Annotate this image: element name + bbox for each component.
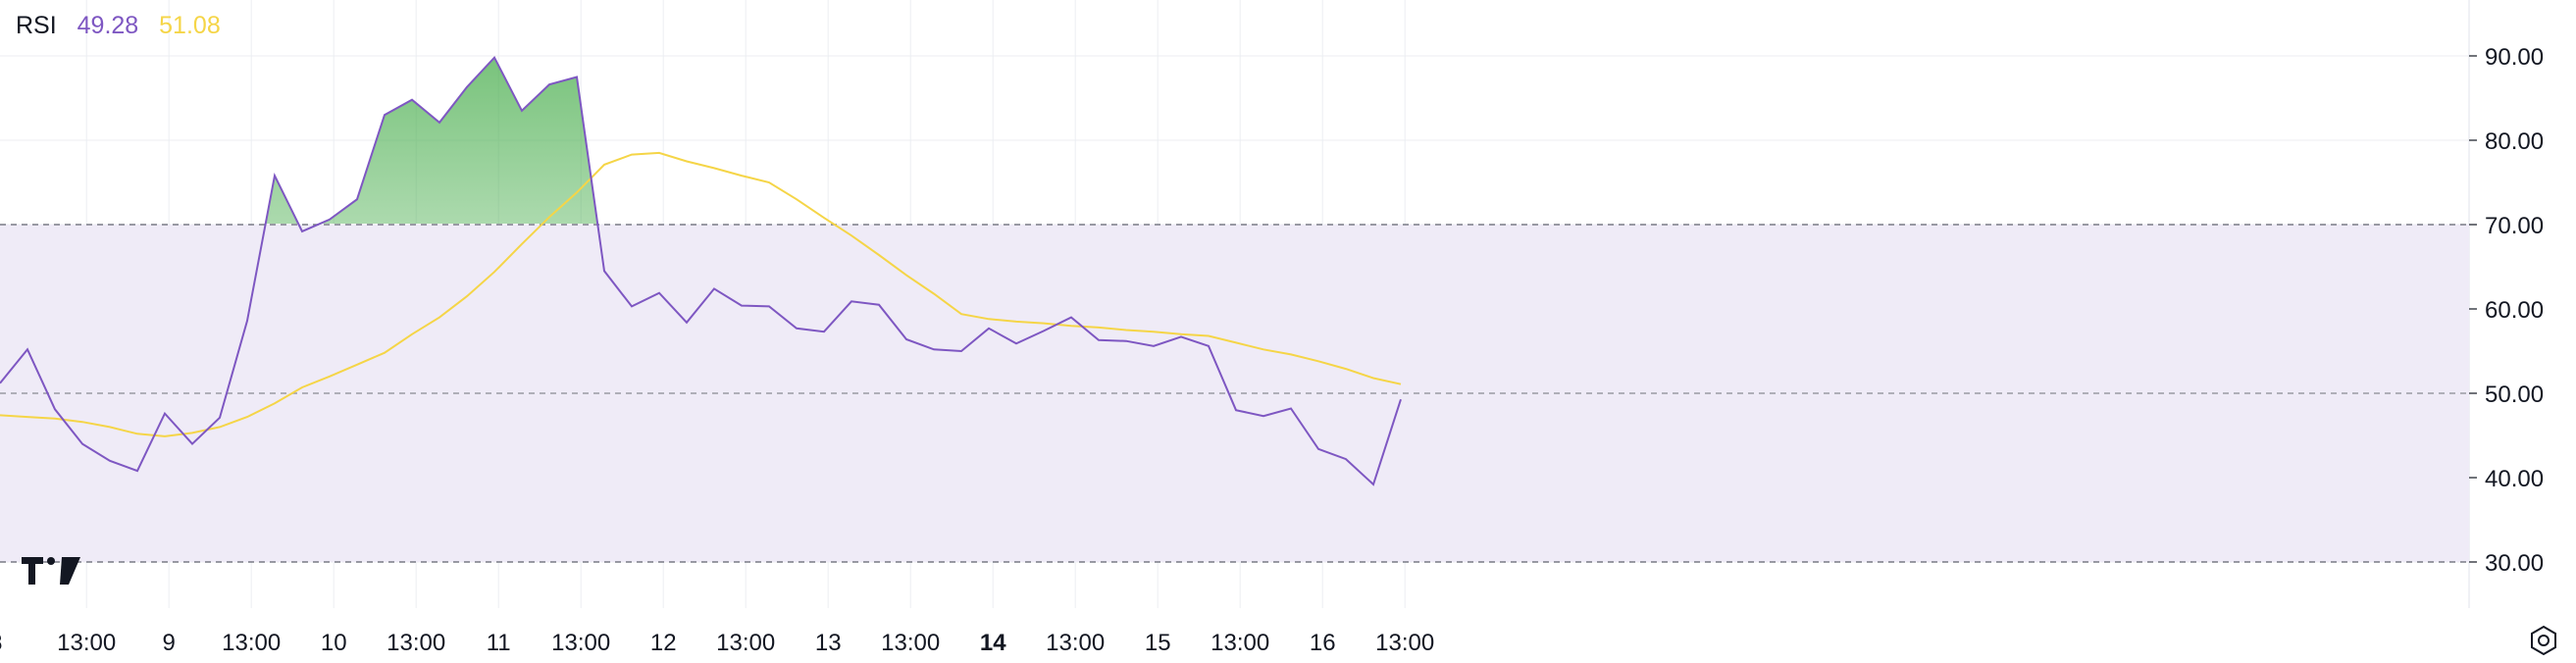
x-tick-label: 13:00 <box>386 630 445 656</box>
y-tick-label: 70.00 <box>2485 213 2544 239</box>
legend: RSI 49.28 51.08 <box>16 12 234 40</box>
x-tick-label: 14 <box>980 630 1006 656</box>
x-tick-label: 13 <box>815 630 842 656</box>
x-tick-label: 16 <box>1310 630 1336 656</box>
x-tick-label: 13:00 <box>551 630 610 656</box>
x-tick-label: 8 <box>0 630 2 656</box>
rsi-ma-line <box>0 151 1402 437</box>
rsi-band-lines <box>0 224 2469 563</box>
y-tick-label: 90.00 <box>2485 44 2544 71</box>
x-tick-label: 13:00 <box>222 630 281 656</box>
x-tick-label: 11 <box>487 630 511 656</box>
x-tick-label: 13:00 <box>57 630 116 656</box>
tradingview-logo-icon <box>22 557 80 585</box>
settings-gear-icon[interactable] <box>2527 624 2560 657</box>
x-tick-label: 10 <box>321 630 347 656</box>
y-tick-label: 50.00 <box>2485 382 2544 408</box>
x-tick-label: 9 <box>163 630 176 656</box>
x-tick-label: 13:00 <box>716 630 775 656</box>
x-tick-label: 13:00 <box>881 630 940 656</box>
rsi-line <box>0 55 1402 486</box>
y-tick-label: 60.00 <box>2485 297 2544 324</box>
overbought-fill <box>265 57 598 224</box>
legend-rsi-value: 49.28 <box>77 12 139 39</box>
price-scale: 90.00 80.00 70.00 60.00 50.00 40.00 30.00 <box>2469 44 2544 577</box>
x-tick-label: 13:00 <box>1375 630 1434 656</box>
legend-title: RSI <box>16 12 57 39</box>
x-tick-label: 13:00 <box>1046 630 1105 656</box>
time-scale: 8 13:00 9 13:00 10 13:00 11 13:00 12 13:00 13 13:00… <box>0 630 1434 656</box>
legend-ma-value: 51.08 <box>159 12 221 39</box>
y-tick-label: 40.00 <box>2485 466 2544 492</box>
x-tick-label: 12 <box>650 630 677 656</box>
y-tick-label: 80.00 <box>2485 128 2544 155</box>
x-tick-label: 13:00 <box>1211 630 1269 656</box>
x-tick-label: 15 <box>1145 630 1171 656</box>
y-tick-label: 30.00 <box>2485 550 2544 577</box>
